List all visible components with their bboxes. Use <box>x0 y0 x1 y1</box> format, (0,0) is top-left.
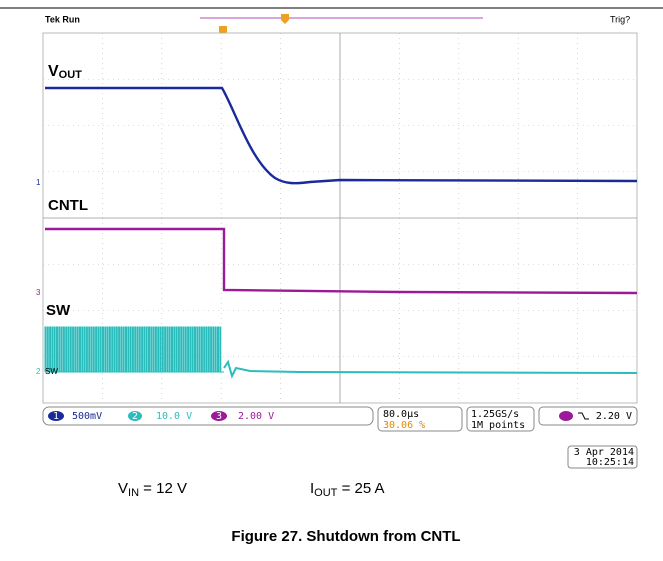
iout-sub: OUT <box>314 487 338 499</box>
timebase-box <box>377 406 463 432</box>
sw-label: SW <box>46 302 71 319</box>
sw-trace-tail <box>223 359 638 379</box>
ch2-badge <box>128 411 142 421</box>
record-length: 1M points <box>471 420 525 431</box>
trigger-box <box>538 406 638 426</box>
vin-sub: IN <box>128 487 139 499</box>
iout-main: I <box>310 480 314 497</box>
ch1-badge <box>48 411 64 421</box>
date: 3 Apr 2014 <box>574 447 634 458</box>
vin-main: V <box>118 480 128 497</box>
time: 10:25:14 <box>586 457 634 468</box>
status-bar: 1 500mV 2 10.0 V 3 2.00 V 80.0µs 30.06 %… <box>42 406 638 432</box>
trigger-level: 2.20 V <box>596 411 632 422</box>
acquisition-box <box>466 406 535 432</box>
ch3-badge <box>211 411 227 421</box>
trigger-position: 30.06 % <box>383 420 425 431</box>
ch3-scale: 2.00 V <box>238 411 274 422</box>
vout-main: V <box>48 63 59 80</box>
iout-rest: = 25 A <box>337 480 384 497</box>
vin-rest: = 12 V <box>139 480 187 497</box>
ch1-scale: 500mV <box>72 411 102 422</box>
timebase: 80.0µs <box>383 409 419 420</box>
timestamp-box <box>567 445 638 469</box>
sw-tag: SW <box>45 367 58 376</box>
channel-box <box>42 406 374 426</box>
ch2-marker: 2 <box>36 367 41 376</box>
ch2-number: 2 <box>132 411 138 422</box>
vout-label: VOUT <box>48 63 82 81</box>
falling-edge-icon <box>578 412 589 420</box>
sample-rate: 1.25GS/s <box>471 409 519 420</box>
cntl-trace <box>45 227 638 295</box>
ch1-number: 1 <box>53 411 59 422</box>
ch2-scale: 10.0 V <box>156 411 192 422</box>
ch1-marker: 1 <box>36 178 41 187</box>
vout-sub: OUT <box>59 69 83 81</box>
tek-status: Tek Run <box>45 14 80 24</box>
vin-condition: VIN = 12 V <box>118 480 187 499</box>
trigger-state: Trig? <box>610 14 630 24</box>
caption: Figure 27. Shutdown from CNTL <box>231 528 460 545</box>
iout-condition: IOUT = 25 A <box>310 480 385 499</box>
trigger-marker-top <box>281 14 289 24</box>
trigger-source-badge <box>559 411 573 421</box>
vout-trace <box>45 86 638 185</box>
ch3-number: 3 <box>216 411 222 422</box>
cntl-label: CNTL <box>48 197 88 214</box>
sw-trace <box>44 326 224 373</box>
ch3-marker: 3 <box>36 288 41 297</box>
